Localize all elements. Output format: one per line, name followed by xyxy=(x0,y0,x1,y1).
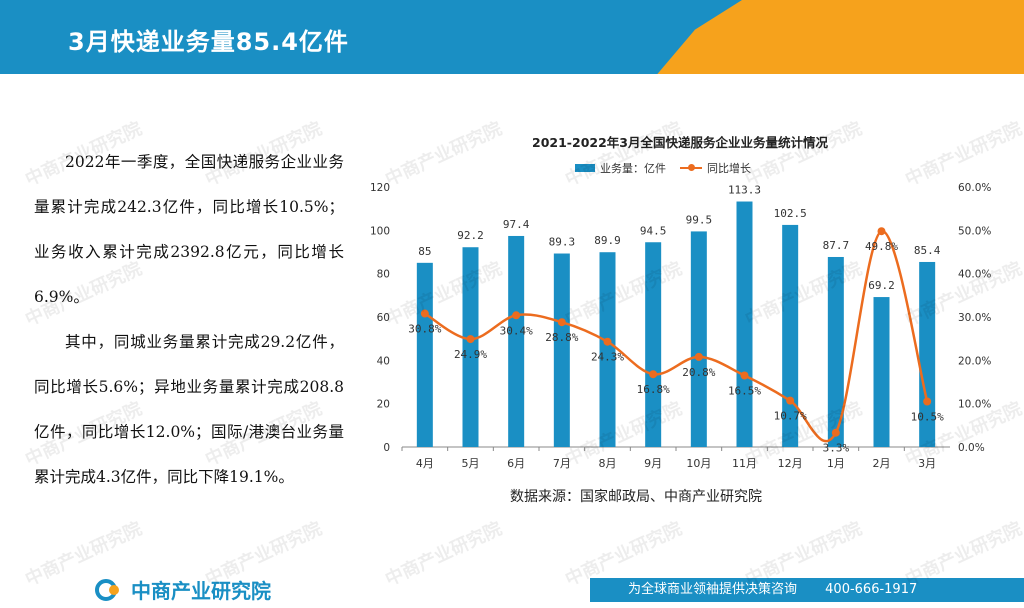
bar-value-label: 97.4 xyxy=(503,218,530,231)
legend-bar-swatch xyxy=(575,164,595,172)
growth-value-label: 30.8% xyxy=(408,323,441,336)
footer-logo: 中商产业研究院 xyxy=(95,575,271,604)
bar xyxy=(645,242,662,447)
x-tick-label: 3月 xyxy=(918,457,936,470)
y-right-tick-label: 30.0% xyxy=(958,312,991,324)
bar xyxy=(873,297,890,447)
bar-value-label: 69.2 xyxy=(868,279,895,292)
growth-point xyxy=(740,371,749,380)
description-text: 2022年一季度，全国快递服务企业业务量累计完成242.3亿件，同比增长10.5… xyxy=(34,140,344,500)
growth-value-label: 20.8% xyxy=(682,366,715,379)
x-tick-label: 7月 xyxy=(553,457,571,470)
legend-line-swatch xyxy=(680,164,702,171)
growth-point xyxy=(512,311,521,320)
growth-point xyxy=(420,309,429,318)
bar xyxy=(508,235,525,447)
y-left-tick-label: 0 xyxy=(383,442,390,454)
legend-label-growth: 同比增长 xyxy=(707,162,751,175)
data-source: 数据来源：国家邮政局、中商产业研究院 xyxy=(510,489,762,505)
y-right-tick-label: 50.0% xyxy=(958,225,991,237)
growth-value-label: 49.8% xyxy=(865,240,898,253)
growth-point xyxy=(603,337,612,346)
chart-title: 2021-2022年3月全国快递服务企业业务量统计情况 xyxy=(532,135,828,150)
y-left-tick-label: 100 xyxy=(370,225,390,237)
bar-value-label: 87.7 xyxy=(823,239,850,252)
growth-value-label: 24.9% xyxy=(454,348,487,361)
footer-bar: 为全球商业领袖提供决策咨询 400-666-1917 xyxy=(590,578,1024,602)
bar-value-label: 89.9 xyxy=(594,234,621,247)
y-left-tick-label: 60 xyxy=(377,312,390,324)
x-tick-label: 10月 xyxy=(686,457,711,470)
growth-point xyxy=(649,370,658,379)
y-right-tick-label: 0.0% xyxy=(958,442,985,454)
bar-value-label: 99.5 xyxy=(686,213,713,226)
growth-point xyxy=(831,428,840,437)
bar-value-label: 92.2 xyxy=(457,229,484,242)
growth-point xyxy=(877,227,886,236)
x-tick-label: 5月 xyxy=(462,457,480,470)
legend-label-volume: 业务量：亿件 xyxy=(600,162,666,175)
growth-point xyxy=(786,396,795,405)
growth-point xyxy=(694,352,703,361)
x-tick-label: 11月 xyxy=(732,457,757,470)
y-right-tick-label: 60.0% xyxy=(958,182,991,194)
y-right-tick-label: 10.0% xyxy=(958,399,991,411)
growth-value-label: 30.4% xyxy=(500,324,533,337)
x-tick-label: 12月 xyxy=(778,457,803,470)
bar-value-label: 94.5 xyxy=(640,224,667,237)
bar xyxy=(827,256,844,447)
growth-value-label: 28.8% xyxy=(545,331,578,344)
x-tick-label: 6月 xyxy=(507,457,525,470)
bar xyxy=(782,224,799,447)
bar xyxy=(736,201,753,447)
x-tick-label: 9月 xyxy=(644,457,662,470)
growth-value-label: 16.8% xyxy=(637,383,670,396)
x-tick-label: 2月 xyxy=(873,457,891,470)
y-right-tick-label: 20.0% xyxy=(958,355,991,367)
chart-legend: 业务量：亿件 同比增长 xyxy=(575,160,751,176)
bar-value-label: 113.3 xyxy=(728,184,761,197)
legend-item-growth: 同比增长 xyxy=(680,160,751,176)
paragraph-2: 其中，同城业务量累计完成29.2亿件，同比增长5.6%；异地业务量累计完成208… xyxy=(34,333,344,486)
bar-value-label: 85.4 xyxy=(914,244,941,257)
footer-phone: 400-666-1917 xyxy=(825,582,918,597)
bar xyxy=(690,231,707,447)
logo-icon xyxy=(95,578,119,601)
bar xyxy=(462,247,479,447)
y-right-tick-label: 40.0% xyxy=(958,269,991,281)
paragraph-1: 2022年一季度，全国快递服务企业业务量累计完成242.3亿件，同比增长10.5… xyxy=(34,153,344,306)
x-tick-label: 4月 xyxy=(416,457,434,470)
growth-point xyxy=(923,397,932,406)
growth-value-label: 10.5% xyxy=(911,411,944,424)
growth-value-label: 10.7% xyxy=(774,410,807,423)
growth-point xyxy=(557,318,566,327)
y-left-tick-label: 20 xyxy=(377,399,390,411)
legend-item-volume: 业务量：亿件 xyxy=(575,160,666,176)
bar xyxy=(553,253,570,447)
y-left-tick-label: 80 xyxy=(377,269,390,281)
header-banner: 3月快递业务量85.4亿件 xyxy=(0,0,1024,74)
bar-value-label: 102.5 xyxy=(774,207,807,220)
x-tick-label: 8月 xyxy=(599,457,617,470)
y-left-tick-label: 40 xyxy=(377,355,390,367)
growth-value-label: 16.5% xyxy=(728,385,761,398)
bar xyxy=(919,261,936,447)
growth-point xyxy=(466,335,475,344)
x-tick-label: 1月 xyxy=(827,457,845,470)
y-left-tick-label: 120 xyxy=(370,182,390,194)
bar-value-label: 85 xyxy=(418,245,431,258)
page-title: 3月快递业务量85.4亿件 xyxy=(68,28,349,56)
bar xyxy=(599,252,616,447)
footer-slogan: 为全球商业领袖提供决策咨询 xyxy=(628,582,798,597)
bar-value-label: 89.3 xyxy=(549,236,576,249)
growth-value-label: 24.3% xyxy=(591,351,624,364)
growth-value-label: 3.3% xyxy=(823,442,850,455)
bar xyxy=(416,262,433,447)
footer-logo-text: 中商产业研究院 xyxy=(131,579,271,603)
